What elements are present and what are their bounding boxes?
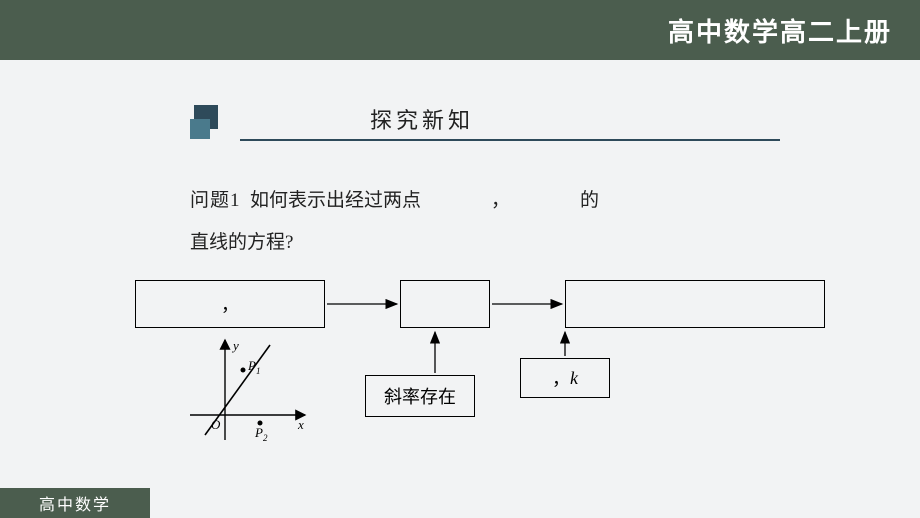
section-heading: 探究新知 — [190, 105, 228, 143]
section-icon — [190, 105, 228, 143]
p2-label: P2 — [254, 425, 268, 443]
origin-label: O — [211, 417, 221, 432]
x-axis-label: x — [297, 417, 304, 432]
question-line1b: 的 — [580, 190, 599, 211]
section-underline — [240, 139, 780, 141]
footer-bar: 高中数学 — [0, 488, 150, 518]
question-label: 问题1 — [190, 190, 241, 211]
question-line1a: 如何表示出经过两点 — [250, 190, 421, 211]
content-area: 探究新知 问题1 如何表示出经过两点 ， 的 直线的方程? ， 斜率存在 ， k — [0, 70, 920, 488]
question-line2: 直线的方程? — [190, 232, 293, 253]
section-title: 探究新知 — [370, 103, 570, 135]
coordinate-figure: y x O P1 P2 — [185, 335, 315, 445]
question-text: 问题1 如何表示出经过两点 ， 的 直线的方程? — [190, 180, 599, 264]
flow-diagram: ， 斜率存在 ， k — [135, 280, 835, 460]
y-axis-label: y — [231, 338, 239, 353]
header-title: 高中数学高二上册 — [668, 12, 892, 49]
footer-text: 高中数学 — [39, 491, 111, 515]
question-comma: ， — [491, 190, 510, 211]
header-bar: 高中数学高二上册 — [0, 0, 920, 60]
